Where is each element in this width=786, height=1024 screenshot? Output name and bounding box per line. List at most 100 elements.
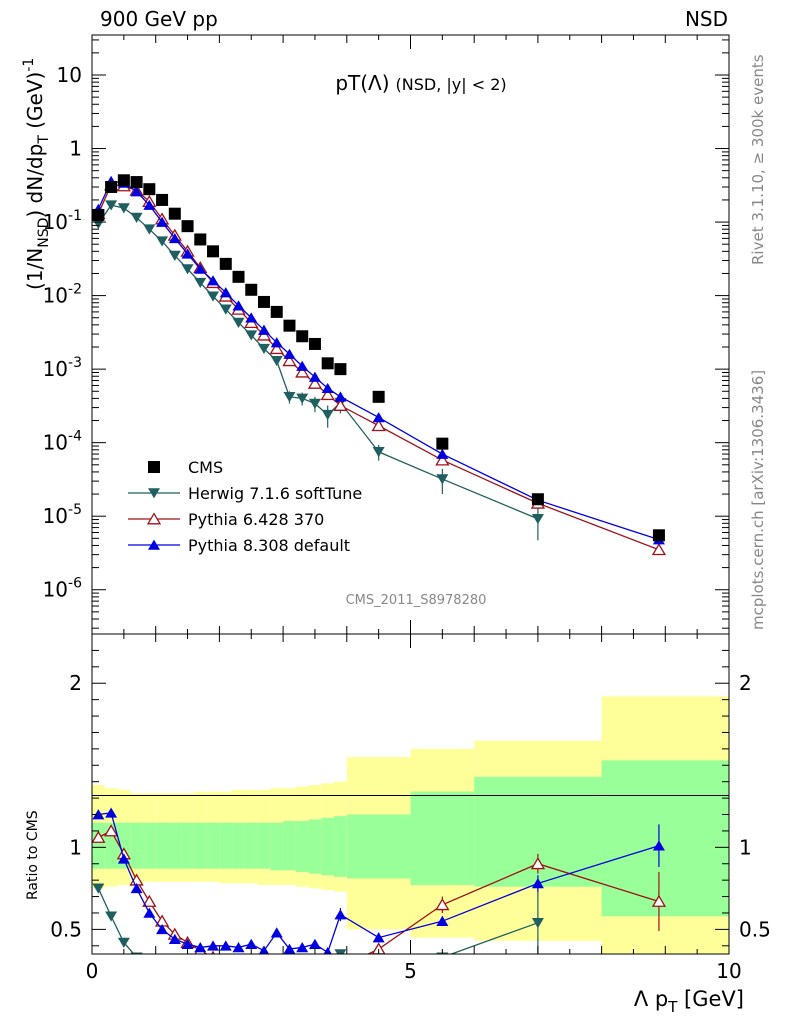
herwig-point <box>232 317 245 328</box>
y-tick-label-bottom-right: 1 <box>739 835 752 859</box>
herwig-ratio-point <box>105 911 118 922</box>
pythia8-ratio-point <box>323 946 332 954</box>
cms-point <box>531 493 544 506</box>
herwig-point <box>156 236 169 247</box>
pythia8-ratio-point <box>232 942 245 953</box>
pythia6-ratio-point <box>309 967 321 977</box>
pythia8-ratio-point <box>270 927 283 938</box>
watermark: CMS_2011_S8978280 <box>346 593 487 608</box>
legend-label-cms: CMS <box>188 458 223 477</box>
pythia8-point <box>194 263 207 274</box>
pythia6-ratio-point <box>92 830 106 843</box>
herwig-point <box>257 343 270 355</box>
legend: CMS Herwig 7.1.6 softTune Pythia 6.428 370… <box>128 458 362 555</box>
legend-label-pythia8: Pythia 8.308 default <box>188 536 350 555</box>
pythia8-ratio-point <box>283 943 296 954</box>
band-inner <box>410 791 475 886</box>
y-tick-label-bottom: 2 <box>69 671 82 695</box>
pythia6-point <box>269 341 284 355</box>
herwig-point <box>207 291 220 302</box>
band-inner <box>270 822 284 871</box>
pythia6-point <box>435 453 450 466</box>
cms-point <box>92 208 105 221</box>
y-tick-label-top: 10-3 <box>43 355 82 381</box>
herwig-ratio-point <box>245 967 257 977</box>
band-inner <box>219 822 233 869</box>
herwig-point <box>130 212 143 224</box>
y-tick-label-top-exp: -1 <box>68 208 82 224</box>
pythia8-point <box>168 232 181 244</box>
pythia6-ratio-point <box>233 960 245 970</box>
band-inner <box>321 817 335 876</box>
cms-point <box>156 193 169 206</box>
cms-point <box>181 220 194 233</box>
pythia8-point <box>207 275 220 286</box>
herwig-ratio-point <box>334 949 347 954</box>
pythia6-point <box>333 398 348 411</box>
cms-point <box>245 283 258 296</box>
pythia6-ratio-point <box>142 894 157 907</box>
pythia8-ratio-point <box>143 907 156 918</box>
rivet-label: Rivet 3.1.10, ≥ 300k events <box>749 54 767 265</box>
herwig-ratio-point <box>182 964 194 974</box>
pythia6-ratio-point <box>258 965 270 975</box>
herwig-ratio-point <box>220 967 232 977</box>
herwig-ratio-point <box>258 969 270 979</box>
legend-marker-cms <box>148 461 160 473</box>
pythia8-ratio-point <box>181 938 194 949</box>
cms-point <box>334 363 347 376</box>
herwig-point <box>283 392 296 403</box>
mcplots-label: mcplots.cern.ch [arXiv:1306.3436] <box>749 370 767 630</box>
band-inner <box>334 816 347 877</box>
pythia8-point <box>372 412 385 423</box>
band-inner <box>244 822 258 869</box>
band-inner <box>295 821 309 872</box>
pythia6-ratio-point <box>103 824 119 837</box>
pythia8-ratio-point <box>296 942 309 953</box>
cms-point <box>105 180 118 193</box>
y-tick-label-top: 10-6 <box>43 576 83 602</box>
pythia8-point <box>436 448 449 459</box>
cms-point <box>257 295 270 308</box>
herwig-point <box>245 330 258 341</box>
pythia6-point <box>307 376 323 389</box>
herwig-point <box>181 264 194 275</box>
herwig-point <box>194 277 207 289</box>
legend-marker-pythia6 <box>146 512 162 525</box>
herwig-point <box>436 474 449 485</box>
herwig-ratio-point <box>283 989 295 999</box>
y-tick-label-bottom: 1 <box>69 835 82 859</box>
y-tick-label-top-exp: -5 <box>68 502 82 518</box>
cms-point <box>270 305 283 318</box>
pythia8-point <box>156 216 169 227</box>
pythia6-ratio-point <box>322 963 334 973</box>
y-tick-label-bottom: 0.5 <box>50 917 82 941</box>
herwig-ratio-point <box>271 971 283 981</box>
herwig-ratio-point <box>156 962 168 972</box>
cms-point <box>308 337 321 350</box>
cms-point <box>194 233 207 246</box>
herwig-line <box>97 204 539 520</box>
pythia8-ratio-point <box>130 882 143 894</box>
ratio-uncertainty-bands <box>92 696 729 954</box>
pythia8-point <box>143 199 156 210</box>
pythia6-point <box>320 387 335 401</box>
cms-point <box>143 183 156 196</box>
pythia6-point <box>371 419 386 432</box>
pythia8-ratio-line <box>98 812 660 954</box>
herwig-ratio-point <box>92 883 105 894</box>
y-tick-label-top: 10-4 <box>43 429 83 455</box>
pythia8-point <box>296 360 309 371</box>
legend-marker-pythia8 <box>148 539 160 550</box>
pythia6-point <box>651 543 667 556</box>
ratio-series-layer <box>92 807 667 999</box>
cms-point <box>652 529 665 542</box>
pythia8-ratio-point <box>219 940 232 951</box>
y-axis-title-top: (1/NNSD) dN/dpT (GeV)-1 <box>21 58 52 290</box>
herwig-ratio-point <box>143 959 155 969</box>
x-axis-title: Λ pT [GeV] <box>634 987 744 1016</box>
pythia8-point <box>219 287 232 298</box>
header-left: 900 GeV pp <box>100 7 218 31</box>
x-tick-label: 10 <box>716 959 741 983</box>
